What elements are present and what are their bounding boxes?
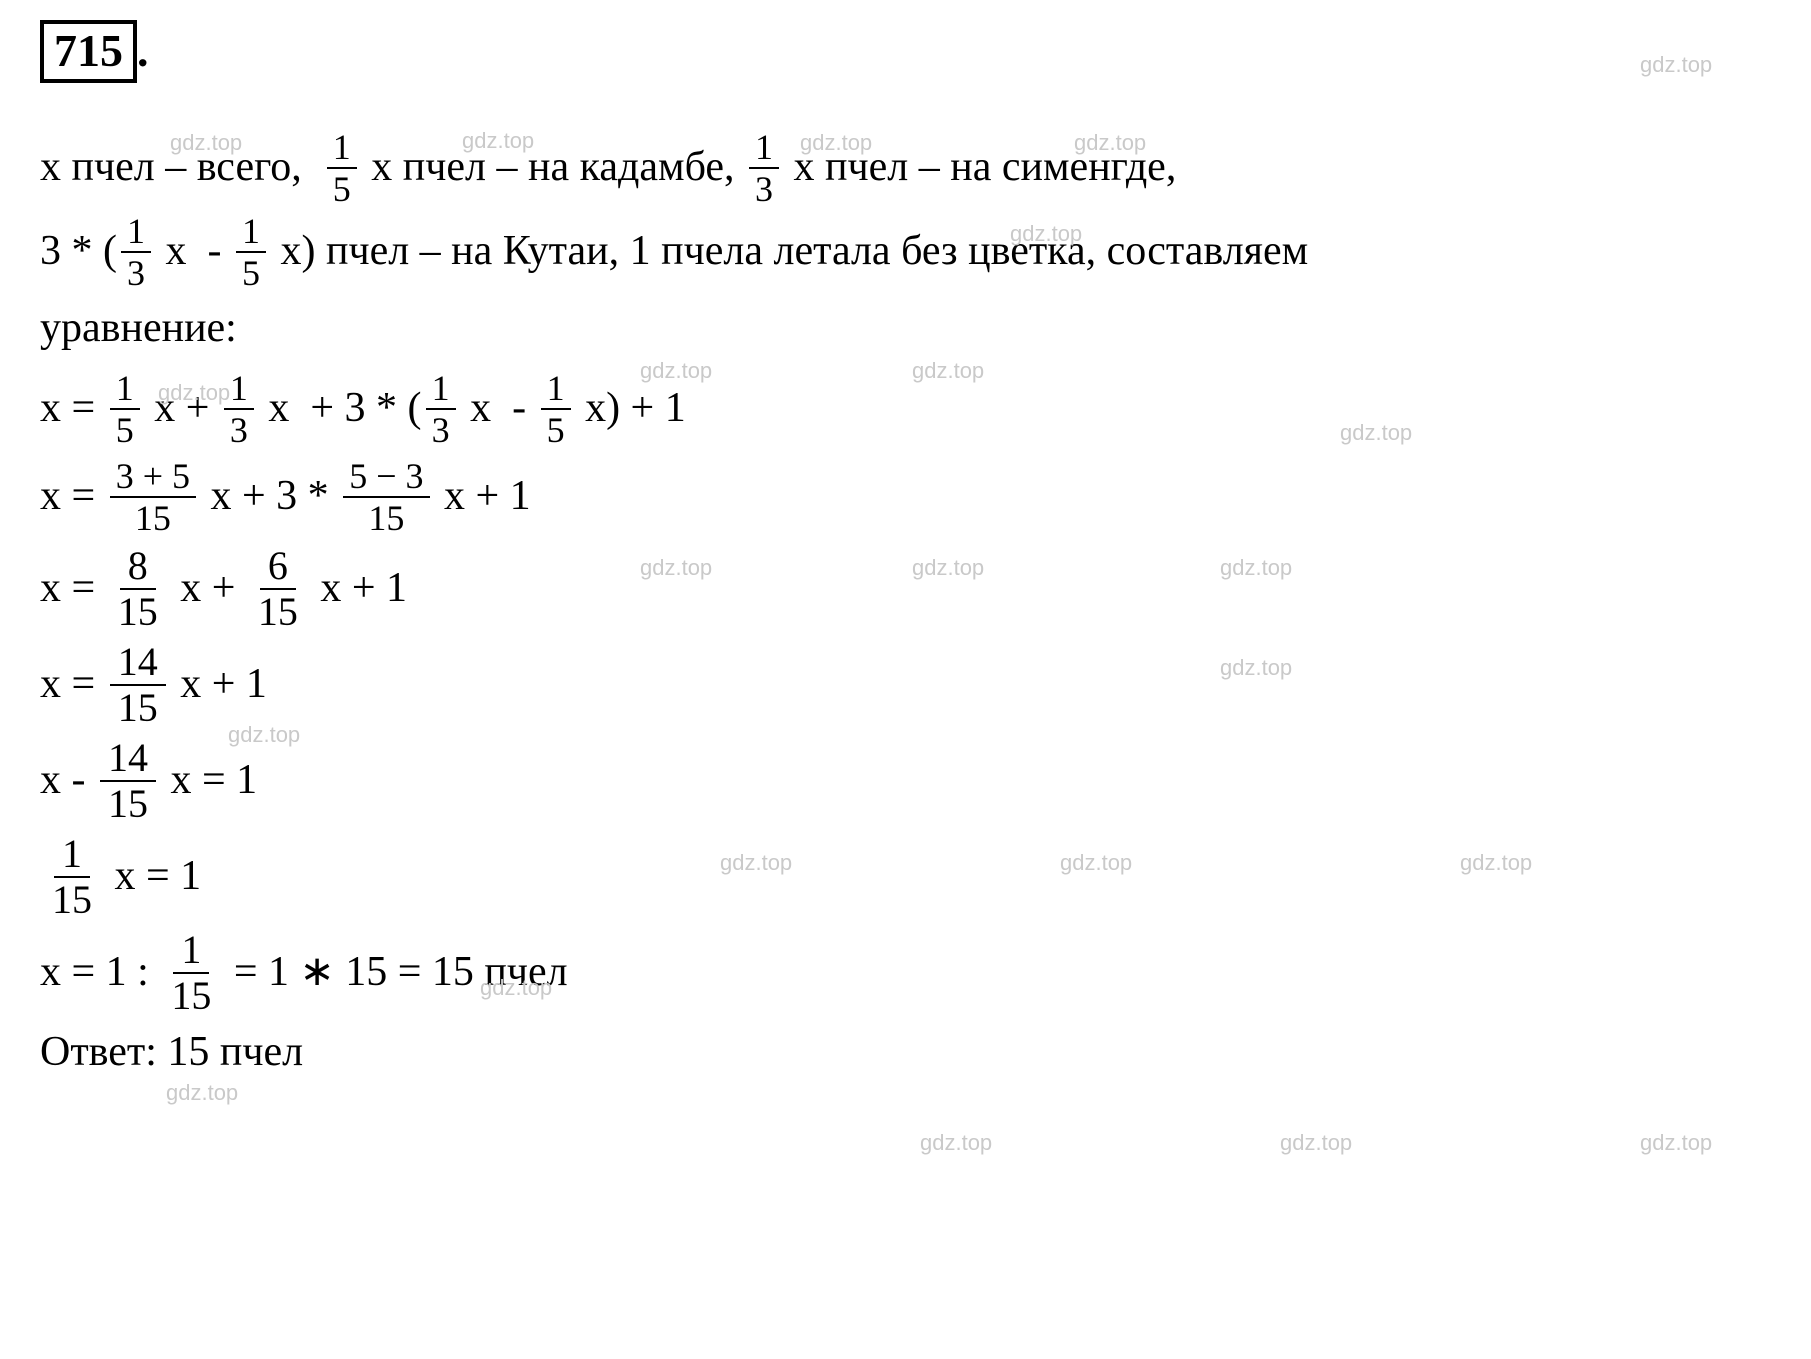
problem-number-value: 715: [54, 25, 123, 76]
fraction: 1 3: [121, 213, 151, 291]
denominator: 3: [121, 253, 151, 291]
watermark: gdz.top: [166, 1080, 238, 1106]
text: x + 3 * (: [258, 377, 422, 440]
denominator: 5: [110, 410, 140, 448]
denominator: 5: [236, 253, 266, 291]
denominator: 3: [224, 410, 254, 448]
numerator: 1: [236, 213, 266, 253]
text: x) + 1: [575, 377, 686, 440]
text: x = 1: [160, 749, 257, 812]
text: x пчел – всего,: [40, 136, 323, 199]
fraction: 1 3: [224, 370, 254, 448]
numerator: 1: [541, 370, 571, 410]
answer-text: Ответ: 15 пчел: [40, 1029, 303, 1075]
text: x =: [40, 653, 106, 716]
text: x -: [40, 749, 96, 812]
fraction: 1 15: [44, 834, 100, 920]
numerator: 6: [260, 546, 296, 590]
fraction: 1 5: [541, 370, 571, 448]
problem-number-dot: .: [137, 25, 149, 76]
text: x -: [155, 220, 232, 283]
text: 3 * (: [40, 220, 117, 283]
numerator: 5 − 3: [343, 458, 429, 498]
text: x) пчел – на Кутаи, 1 пчела летала без ц…: [270, 220, 1308, 283]
watermark: gdz.top: [920, 1130, 992, 1156]
text: x -: [460, 377, 537, 440]
text: x = 1: [104, 845, 201, 908]
numerator: 14: [110, 642, 166, 686]
text: x = 1 :: [40, 941, 159, 1004]
denominator: 5: [327, 169, 357, 207]
numerator: 1: [173, 930, 209, 974]
numerator: 1: [749, 129, 779, 169]
numerator: 14: [100, 738, 156, 782]
numerator: 1: [426, 370, 456, 410]
denominator: 15: [44, 878, 100, 920]
fraction: 14 15: [110, 642, 166, 728]
fraction: 5 − 3 15: [343, 458, 429, 536]
equation-5: x - 14 15 x = 1: [40, 738, 1771, 824]
denominator: 15: [163, 974, 219, 1016]
denominator: 15: [129, 498, 177, 536]
text: x + 1: [434, 465, 531, 528]
denominator: 5: [541, 410, 571, 448]
denominator: 15: [100, 782, 156, 824]
numerator: 8: [120, 546, 156, 590]
watermark: gdz.top: [1280, 1130, 1352, 1156]
denominator: 3: [426, 410, 456, 448]
problem-number: 715: [40, 20, 137, 83]
fraction: 8 15: [110, 546, 166, 632]
denominator: 3: [749, 169, 779, 207]
equation-1: x = 1 5 x + 1 3 x + 3 * ( 1 3 x - 1 5 x)…: [40, 370, 1771, 448]
fraction: 3 + 5 15: [110, 458, 196, 536]
numerator: 1: [121, 213, 151, 253]
fraction: 1 3: [749, 129, 779, 207]
denominator: 15: [362, 498, 410, 536]
fraction: 1 15: [163, 930, 219, 1016]
page: 715. x пчел – всего, 1 5 x пчел – на кад…: [0, 0, 1811, 1359]
watermark: gdz.top: [1640, 1130, 1712, 1156]
setup-line-1: x пчел – всего, 1 5 x пчел – на кадамбе,…: [40, 129, 1771, 207]
numerator: 3 + 5: [110, 458, 196, 498]
equation-6: 1 15 x = 1: [40, 834, 1771, 920]
text: x =: [40, 465, 106, 528]
denominator: 15: [110, 686, 166, 728]
numerator: 1: [327, 129, 357, 169]
problem-number-box: 715.: [40, 20, 1771, 123]
fraction: 1 3: [426, 370, 456, 448]
fraction: 14 15: [100, 738, 156, 824]
denominator: 15: [110, 590, 166, 632]
fraction: 1 5: [236, 213, 266, 291]
equation-4: x = 14 15 x + 1: [40, 642, 1771, 728]
text: = 1 ∗ 15 = 15 пчел: [223, 941, 567, 1004]
fraction: 6 15: [250, 546, 306, 632]
numerator: 1: [110, 370, 140, 410]
text: x =: [40, 557, 106, 620]
setup-line-3: уравнение:: [40, 297, 1771, 360]
text: x + 3 *: [200, 465, 339, 528]
text: x +: [170, 557, 246, 620]
text: x пчел – на сименгде,: [783, 136, 1176, 199]
equation-3: x = 8 15 x + 6 15 x + 1: [40, 546, 1771, 632]
numerator: 1: [54, 834, 90, 878]
text: x +: [144, 377, 220, 440]
equation-7: x = 1 : 1 15 = 1 ∗ 15 = 15 пчел: [40, 930, 1771, 1016]
text: x + 1: [310, 557, 407, 620]
setup-line-2: 3 * ( 1 3 x - 1 5 x) пчел – на Кутаи, 1 …: [40, 213, 1771, 291]
text: x пчел – на кадамбе,: [361, 136, 745, 199]
denominator: 15: [250, 590, 306, 632]
text: x =: [40, 377, 106, 440]
equation-2: x = 3 + 5 15 x + 3 * 5 − 3 15 x + 1: [40, 458, 1771, 536]
fraction: 1 5: [110, 370, 140, 448]
text: x + 1: [170, 653, 267, 716]
answer-line: Ответ: 15 пчел: [40, 1028, 1771, 1076]
fraction: 1 5: [327, 129, 357, 207]
text: уравнение:: [40, 297, 237, 360]
numerator: 1: [224, 370, 254, 410]
